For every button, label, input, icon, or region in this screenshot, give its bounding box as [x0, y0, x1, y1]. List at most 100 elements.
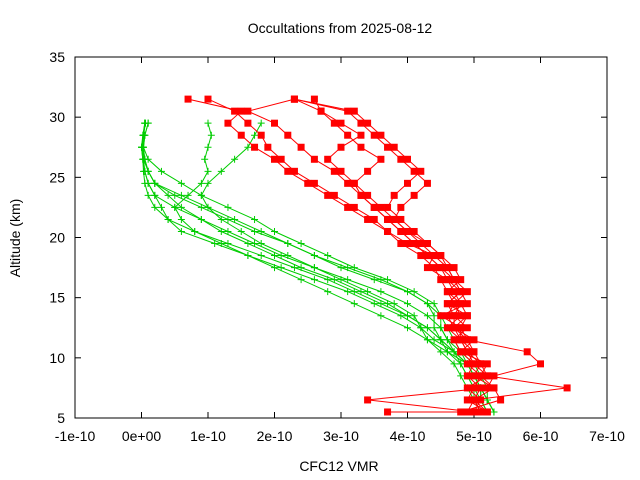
data-point — [350, 179, 358, 187]
data-point — [251, 143, 259, 151]
data-point — [450, 324, 458, 332]
y-tick-label: 20 — [49, 230, 65, 246]
data-point — [310, 252, 318, 260]
data-point — [457, 408, 465, 416]
data-point — [144, 191, 152, 199]
data-point — [271, 227, 278, 235]
data-point — [364, 215, 372, 223]
data-point — [404, 300, 411, 308]
data-point — [364, 288, 372, 296]
data-point — [231, 215, 239, 223]
data-point — [437, 264, 445, 272]
data-point — [201, 155, 209, 163]
data-point — [344, 131, 352, 139]
data-point — [437, 348, 445, 356]
data-point — [377, 276, 385, 284]
data-point — [463, 300, 471, 308]
data-point — [357, 143, 365, 151]
data-point — [251, 240, 259, 248]
data-point — [397, 312, 405, 320]
data-point — [344, 107, 352, 115]
data-point — [397, 227, 405, 235]
data-point — [284, 131, 292, 139]
data-point — [271, 119, 278, 127]
data-point — [237, 227, 245, 235]
data-point — [197, 215, 205, 223]
data-point — [477, 372, 485, 380]
data-point — [417, 252, 425, 260]
data-point — [364, 119, 372, 127]
data-point — [463, 336, 471, 344]
data-point — [217, 167, 225, 175]
data-point — [344, 203, 352, 211]
data-point — [257, 240, 265, 248]
data-point — [357, 119, 365, 127]
data-point — [443, 276, 451, 284]
data-point — [217, 215, 225, 223]
data-point — [271, 252, 278, 260]
data-point — [244, 240, 252, 248]
data-point — [337, 119, 345, 127]
data-point — [297, 264, 305, 272]
data-point — [457, 360, 465, 368]
data-point — [490, 372, 498, 380]
data-point — [437, 336, 445, 344]
data-point — [390, 191, 398, 199]
data-point — [151, 179, 159, 187]
data-point — [344, 264, 352, 272]
data-point — [330, 191, 338, 199]
data-point — [410, 288, 418, 296]
data-point — [177, 215, 185, 223]
data-point — [443, 312, 451, 320]
data-point — [390, 143, 398, 151]
data-point — [284, 240, 292, 248]
data-point — [423, 252, 431, 260]
data-point — [237, 107, 245, 115]
x-tick-label: 5e-10 — [456, 428, 492, 444]
data-point — [344, 276, 352, 284]
data-point — [244, 252, 252, 260]
data-point — [257, 131, 265, 139]
data-point — [463, 348, 471, 356]
data-point — [244, 107, 252, 115]
data-point — [417, 240, 425, 248]
data-point — [430, 312, 438, 320]
data-point — [450, 288, 458, 296]
data-point — [204, 167, 212, 175]
data-point — [370, 215, 378, 223]
data-point — [184, 191, 192, 199]
data-point — [483, 396, 491, 404]
x-tick-label: -1e-10 — [55, 428, 96, 444]
series-2 — [184, 95, 571, 416]
data-point — [257, 119, 265, 127]
data-point — [337, 143, 345, 151]
data-point — [404, 240, 411, 248]
data-point — [141, 119, 149, 127]
data-point — [310, 276, 318, 284]
y-tick-label: 30 — [49, 109, 65, 125]
data-point — [377, 288, 385, 296]
y-axis-label: Altitude (km) — [7, 199, 23, 278]
data-point — [151, 203, 159, 211]
data-point — [437, 252, 445, 260]
data-point — [477, 408, 485, 416]
y-tick-label: 25 — [49, 169, 65, 185]
data-point — [370, 203, 378, 211]
data-point — [404, 312, 411, 320]
data-point — [284, 252, 292, 260]
data-point — [450, 348, 458, 356]
data-point — [297, 240, 305, 248]
data-point — [423, 312, 431, 320]
data-point — [477, 360, 485, 368]
data-point — [224, 215, 232, 223]
data-point — [497, 396, 505, 404]
data-point — [244, 119, 252, 127]
data-point — [197, 203, 205, 211]
data-point — [224, 203, 232, 211]
data-point — [284, 167, 292, 175]
data-point — [404, 179, 411, 187]
data-point — [443, 348, 451, 356]
data-point — [470, 348, 478, 356]
data-point — [443, 336, 451, 344]
data-point — [350, 300, 358, 308]
